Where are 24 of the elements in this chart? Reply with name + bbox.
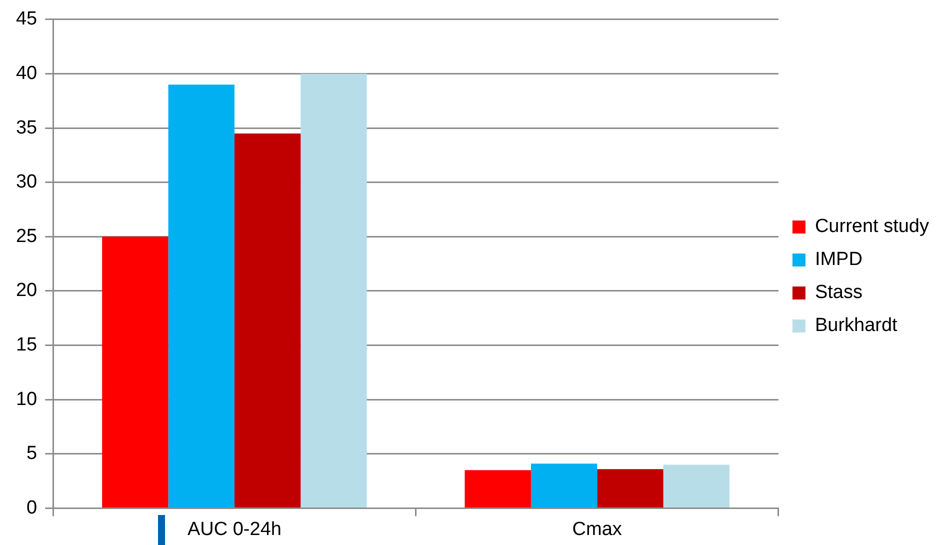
y-tick-label: 25 <box>16 226 38 247</box>
y-tick-label: 15 <box>16 334 38 356</box>
bar <box>663 464 730 508</box>
y-tick-label: 0 <box>26 497 38 518</box>
legend-label: Current study <box>814 216 930 238</box>
bar <box>168 84 234 508</box>
y-tick-label: 40 <box>16 62 38 84</box>
legend-label: IMPD <box>814 249 862 270</box>
bar <box>597 469 664 508</box>
y-tick-label: 5 <box>26 443 38 464</box>
y-tick-label: 35 <box>16 117 38 138</box>
bar <box>102 236 168 508</box>
bar <box>464 470 531 508</box>
legend-label: Burkhardt <box>814 315 898 336</box>
y-tick-label: 10 <box>16 388 38 410</box>
legend-label: Stass <box>814 282 862 304</box>
bar <box>234 133 301 508</box>
y-tick-label: 45 <box>16 8 38 30</box>
y-tick-label: 20 <box>16 280 38 302</box>
y-tick-label: 30 <box>16 172 38 193</box>
x-tick-label: AUC 0-24h <box>187 518 282 540</box>
x-tick-label: Cmax <box>572 518 622 540</box>
bar <box>530 464 598 508</box>
bar <box>300 74 367 508</box>
